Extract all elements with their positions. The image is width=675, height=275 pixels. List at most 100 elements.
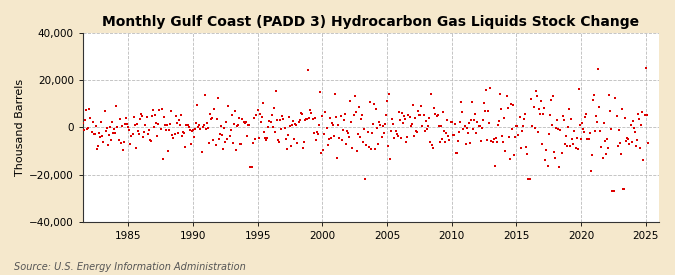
Point xyxy=(504,157,515,161)
Point xyxy=(628,125,639,130)
Point xyxy=(425,140,435,144)
Point xyxy=(112,125,123,130)
Point xyxy=(491,140,502,144)
Point xyxy=(128,114,139,119)
Point xyxy=(482,138,493,142)
Point xyxy=(640,66,651,71)
Point xyxy=(444,138,455,142)
Point xyxy=(343,131,354,136)
Point xyxy=(163,148,173,153)
Point xyxy=(311,129,322,134)
Point xyxy=(558,118,569,123)
Point xyxy=(511,124,522,128)
Point xyxy=(630,130,641,134)
Point xyxy=(358,139,369,144)
Point xyxy=(483,109,493,113)
Point xyxy=(167,133,178,137)
Point xyxy=(188,134,199,139)
Point xyxy=(316,151,327,156)
Point xyxy=(379,122,390,127)
Point xyxy=(522,152,533,156)
Point xyxy=(398,121,408,125)
Point xyxy=(130,146,141,151)
Point xyxy=(151,121,161,125)
Point xyxy=(109,127,119,131)
Point xyxy=(247,165,258,170)
Point xyxy=(493,119,504,123)
Point xyxy=(331,115,342,119)
Point xyxy=(591,114,601,119)
Point xyxy=(501,93,512,98)
Point xyxy=(137,114,148,118)
Point xyxy=(367,131,377,135)
Point xyxy=(616,152,626,156)
Point xyxy=(329,133,340,138)
Point xyxy=(346,120,357,124)
Point xyxy=(589,92,599,97)
Point xyxy=(269,130,280,134)
Point xyxy=(340,111,350,116)
Point xyxy=(327,123,338,128)
Point xyxy=(452,150,462,155)
Point xyxy=(442,118,453,123)
Point xyxy=(421,119,431,123)
Point xyxy=(260,136,271,141)
Point xyxy=(513,133,524,138)
Point xyxy=(399,113,410,118)
Point xyxy=(609,189,620,193)
Point xyxy=(488,136,499,141)
Point xyxy=(192,103,202,107)
Point xyxy=(107,120,117,125)
Point xyxy=(431,114,442,118)
Point xyxy=(402,135,413,139)
Point xyxy=(248,141,259,146)
Point xyxy=(555,128,566,133)
Point xyxy=(551,125,562,130)
Point xyxy=(535,112,545,117)
Point xyxy=(537,142,547,146)
Point xyxy=(78,127,89,132)
Point xyxy=(437,110,448,114)
Point xyxy=(389,136,400,140)
Point xyxy=(308,131,319,135)
Point xyxy=(470,112,481,116)
Point xyxy=(110,131,121,135)
Point xyxy=(408,134,419,138)
Point xyxy=(313,132,323,137)
Point xyxy=(198,123,209,128)
Point xyxy=(242,123,253,127)
Point xyxy=(605,126,616,131)
Point xyxy=(566,116,576,121)
Point xyxy=(541,148,552,153)
Point xyxy=(533,107,544,111)
Point xyxy=(90,124,101,128)
Point xyxy=(224,134,235,139)
Point xyxy=(373,142,383,146)
Point xyxy=(105,125,115,129)
Point xyxy=(509,152,520,157)
Point xyxy=(639,113,650,117)
Point xyxy=(319,132,330,136)
Point xyxy=(423,123,433,128)
Point xyxy=(610,95,621,100)
Point xyxy=(634,116,645,121)
Point xyxy=(627,119,638,123)
Point xyxy=(81,108,92,112)
Point xyxy=(230,109,240,113)
Point xyxy=(584,130,595,135)
Point xyxy=(317,114,327,118)
Point xyxy=(126,134,137,139)
Point xyxy=(255,120,266,125)
Point xyxy=(622,136,632,140)
Point xyxy=(587,98,598,102)
Point xyxy=(493,123,504,128)
Point xyxy=(132,129,143,133)
Point xyxy=(307,116,318,121)
Point xyxy=(221,120,232,124)
Point xyxy=(403,113,414,117)
Point xyxy=(563,125,574,130)
Point xyxy=(374,119,385,124)
Point xyxy=(454,130,464,134)
Point xyxy=(135,117,146,121)
Point xyxy=(568,142,578,146)
